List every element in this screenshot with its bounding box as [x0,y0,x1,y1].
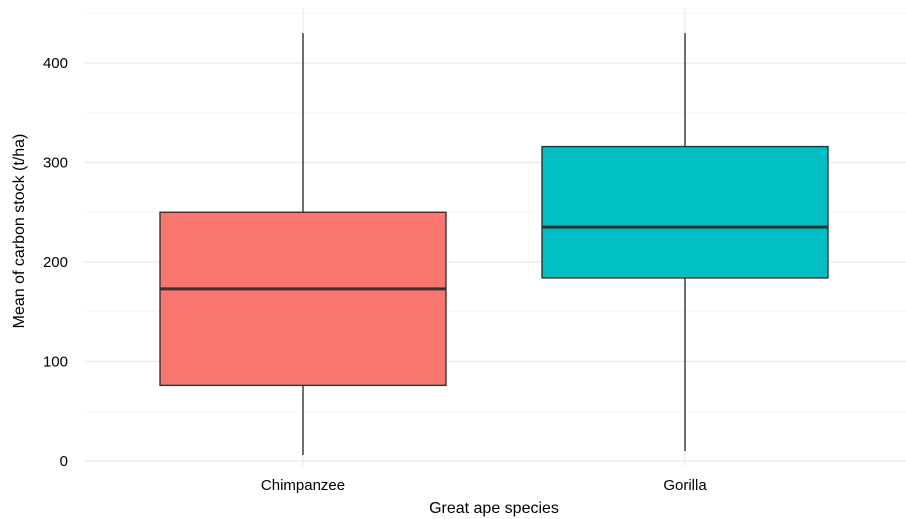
iqr-box [541,145,829,279]
iqr-box [159,211,447,387]
x-tick-label: Gorilla [663,477,707,494]
y-tick-label: 300 [43,155,68,172]
x-axis-title: Great ape species [429,500,559,517]
x-tick-label: Chimpanzee [261,477,345,494]
box-gorilla [541,33,829,452]
axes: 0 100 200 300 400 Chimpanzee Gorilla [43,55,707,494]
plot-data [159,33,829,456]
y-tick-label: 0 [60,453,68,470]
y-tick-label: 400 [43,55,68,72]
y-tick-label: 200 [43,254,68,271]
y-tick-label: 100 [43,354,68,371]
y-axis-title: Mean of carbon stock (t/ha) [11,134,28,329]
box-chimpanzee [159,33,447,456]
